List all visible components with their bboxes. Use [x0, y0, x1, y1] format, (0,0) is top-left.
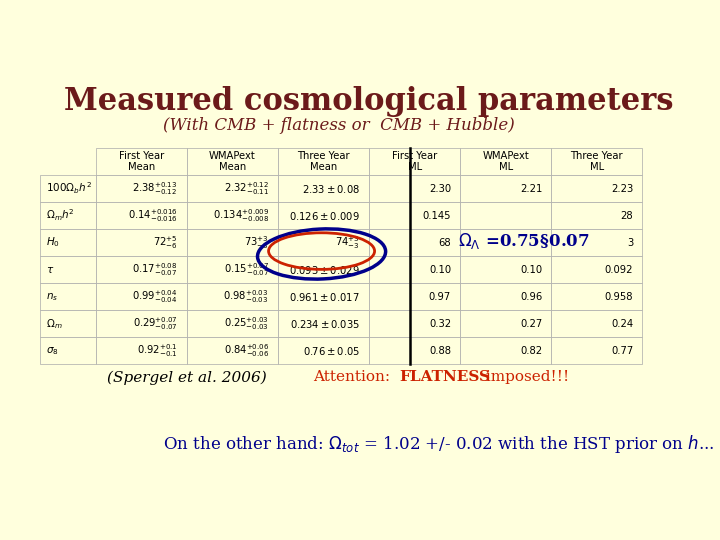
Text: imposed!!!: imposed!!! [481, 370, 569, 384]
Text: FLATNESS: FLATNESS [400, 370, 491, 384]
Text: (Spergel et al. 2006): (Spergel et al. 2006) [107, 370, 266, 385]
Text: Attention:: Attention: [313, 370, 395, 384]
Text: On the other hand: $\Omega_{tot}$ = 1.02 +/- 0.02 with the HST prior on $h$...: On the other hand: $\Omega_{tot}$ = 1.02… [163, 433, 714, 455]
Text: Measured cosmological parameters: Measured cosmological parameters [64, 85, 674, 117]
Text: $\Omega_\Lambda$ =0.75§0.07: $\Omega_\Lambda$ =0.75§0.07 [459, 231, 590, 251]
Text: (With CMB + flatness or  CMB + Hubble): (With CMB + flatness or CMB + Hubble) [163, 117, 514, 134]
